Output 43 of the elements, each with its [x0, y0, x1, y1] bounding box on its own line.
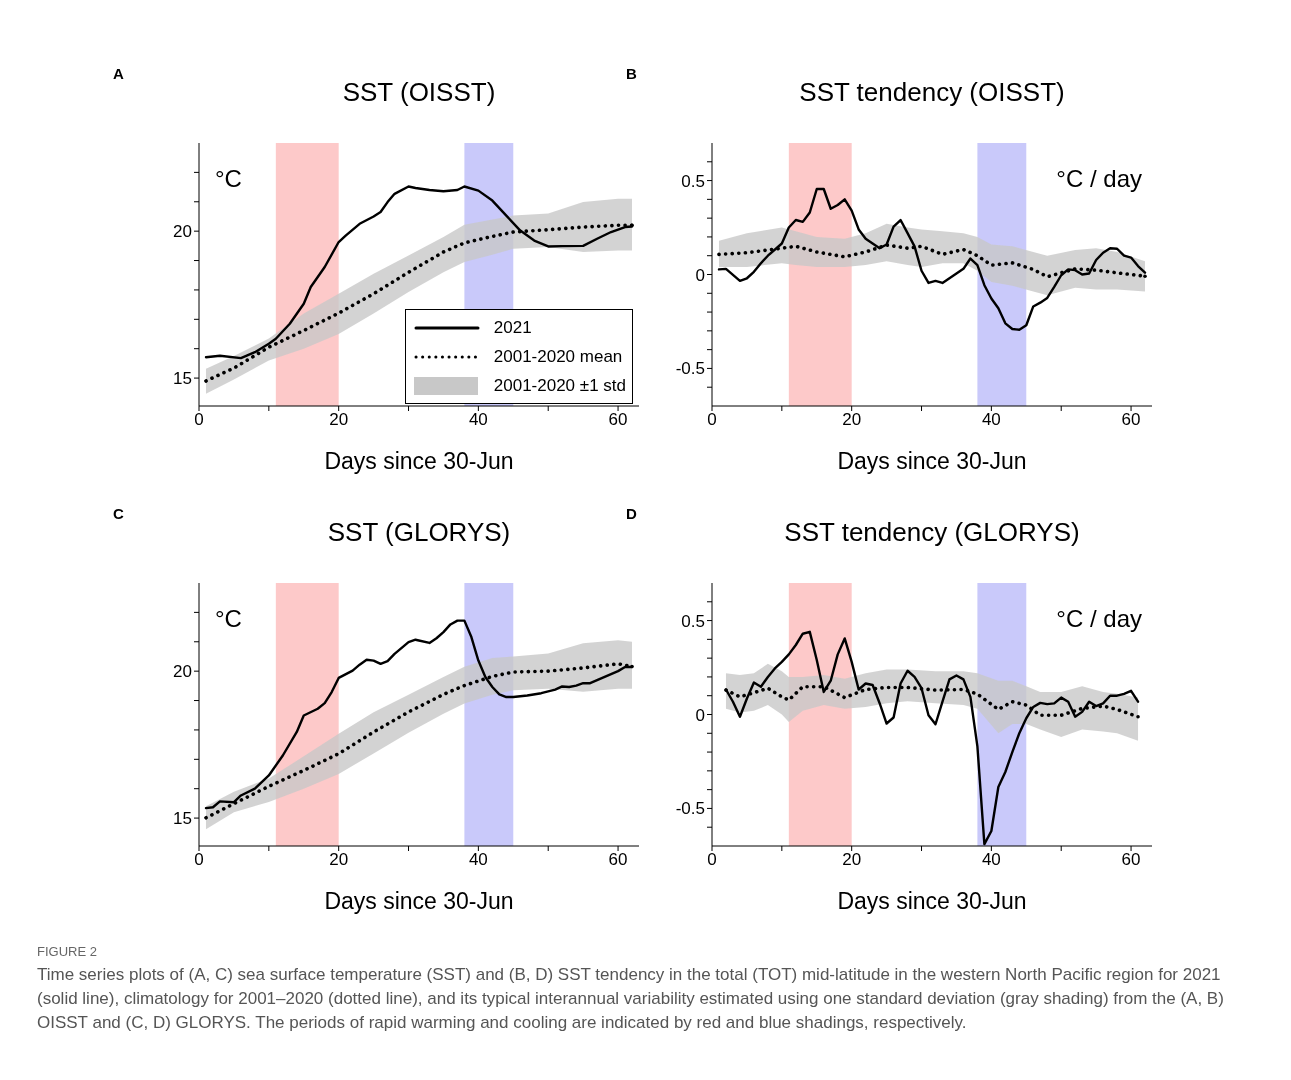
x-tick-label: 40: [468, 410, 488, 430]
text: C: [113, 505, 124, 522]
x-axis-title: Days since 30-Jun: [836, 888, 1028, 915]
annotation: °C / day: [1056, 605, 1142, 633]
x-axis-title: Days since 30-Jun: [323, 888, 515, 915]
y-tick-label: 15: [173, 369, 192, 389]
annotation: °C: [215, 605, 242, 633]
legend-label: 2021: [493, 317, 532, 339]
y-tick-label: 20: [173, 662, 192, 682]
text: A: [113, 65, 124, 82]
x-axis-title: Days since 30-Jun: [323, 448, 515, 475]
legend-label: 2001-2020 mean: [493, 346, 623, 368]
annotation: 2001-2020 ±1 std: [493, 375, 626, 397]
x-axis-title: Days since 30-Jun: [836, 448, 1028, 475]
y-tick-label: 20: [173, 222, 192, 242]
x-tick-label: 40: [468, 850, 488, 870]
y-tick-label: 0: [695, 265, 705, 285]
y-tick-label: 0.5: [681, 171, 705, 191]
x-tick-label: 40: [981, 410, 1001, 430]
x-tick-label: 60: [608, 850, 628, 870]
y-tick-label: 0: [695, 705, 705, 725]
text: Time series plots of (A, C) sea surface temperature (SST) and (B, D) SST tendency in the total (TOT) mid-latitude in the western North Pacific region for 2021 (solid line), climatology for 2001–2020 (dotted line), and its typical interannual variability estimated using one standard deviation (gray shading) from the (A, B) OISST and (C, D) GLORYS. The periods of rapid warming and cooling are indicated by red and blue shadings, respectively.: [37, 964, 1225, 1034]
x-tick-label: 20: [329, 850, 349, 870]
y-tick-label: -0.5: [675, 799, 705, 819]
caption: FIGURE 2: [37, 944, 98, 959]
x-tick-label: 20: [842, 850, 862, 870]
annotation: °C / day: [1056, 165, 1142, 193]
y-tick-label: 0.5: [681, 611, 705, 631]
y-tick-label: -0.5: [675, 359, 705, 379]
chart-title: SST (GLORYS): [327, 517, 511, 547]
text: D: [626, 505, 637, 522]
x-tick-label: 60: [608, 410, 628, 430]
chart-title: SST tendency (GLORYS): [783, 517, 1081, 548]
x-tick-label: 60: [1121, 850, 1141, 870]
x-tick-label: 20: [329, 410, 349, 430]
annotation: °C: [215, 165, 242, 193]
y-tick-label: 15: [173, 809, 192, 829]
chart-title: SST (OISST): [342, 77, 496, 107]
x-tick-label: 60: [1121, 410, 1141, 430]
text: B: [626, 65, 637, 82]
x-tick-label: 40: [981, 850, 1001, 870]
x-tick-label: 20: [842, 410, 862, 430]
chart-title: SST tendency (OISST): [798, 77, 1066, 108]
